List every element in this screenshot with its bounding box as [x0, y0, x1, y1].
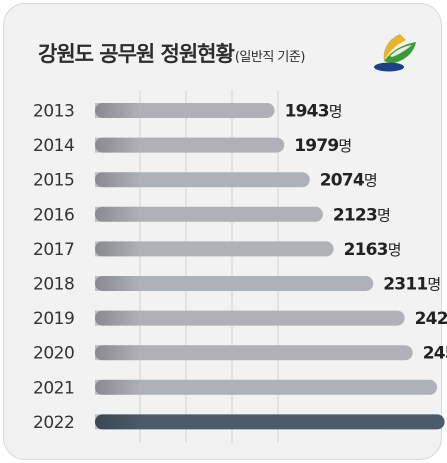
bar-shade [95, 103, 141, 118]
year-label: 2022 [33, 413, 74, 433]
bar [95, 241, 334, 257]
value-unit: 명 [338, 137, 351, 155]
bar [95, 379, 438, 395]
bar-shade [95, 414, 141, 430]
value-unit: 명 [377, 206, 390, 224]
chart-title: 강원도 공무원 정원현황(일반직 기준) [38, 38, 305, 68]
year-label: 2015 [33, 171, 74, 191]
value-label: 1943명 [285, 102, 342, 122]
bar-shade [95, 379, 141, 395]
value-number: 2428 [415, 309, 447, 329]
value-number: 2458 [423, 344, 447, 364]
bar [95, 137, 285, 153]
year-label: 2020 [33, 344, 74, 364]
bar-shade [95, 241, 141, 257]
bar-shade [95, 310, 141, 326]
value-label: 2163명 [344, 240, 401, 260]
chart-subtitle: (일반직 기준) [234, 50, 306, 65]
year-label: 2021 [33, 378, 74, 398]
value-label: 2123명 [333, 205, 390, 225]
bar [95, 206, 323, 222]
value-number: 2163 [344, 240, 388, 260]
bar-shade [95, 137, 141, 153]
value-number: 2123 [333, 205, 377, 225]
bar-shade [95, 276, 141, 291]
year-label: 2017 [33, 240, 74, 260]
year-label: 2013 [33, 102, 74, 122]
value-label: 1979명 [294, 136, 351, 156]
value-label: 2311명 [383, 275, 440, 295]
year-label: 2018 [33, 275, 74, 295]
value-label: 2074명 [320, 171, 377, 191]
bar-shade [95, 206, 141, 222]
value-number: 1943 [285, 102, 329, 122]
value-number: 2074 [320, 171, 365, 191]
value-unit: 명 [427, 276, 440, 294]
gangwon-logo-icon [374, 34, 416, 72]
value-number: 1979 [294, 136, 338, 156]
chart-title-main: 강원도 공무원 정원현황 [38, 42, 235, 66]
value-unit: 명 [364, 172, 377, 190]
value-unit: 명 [329, 103, 342, 121]
value-number: 2311 [383, 275, 427, 295]
value-label: 2458명 [423, 344, 447, 364]
bar [95, 276, 374, 291]
bar [95, 345, 413, 361]
year-label: 2019 [33, 309, 74, 329]
bar-highlight [95, 414, 445, 430]
bar [95, 172, 310, 188]
value-unit: 명 [388, 241, 401, 259]
bars [95, 103, 445, 430]
bar-shade [95, 345, 141, 361]
year-label: 2014 [33, 136, 74, 156]
bar [95, 310, 405, 326]
value-label: 2428명 [415, 309, 447, 329]
year-label: 2016 [33, 205, 74, 225]
bar-shade [95, 172, 141, 188]
